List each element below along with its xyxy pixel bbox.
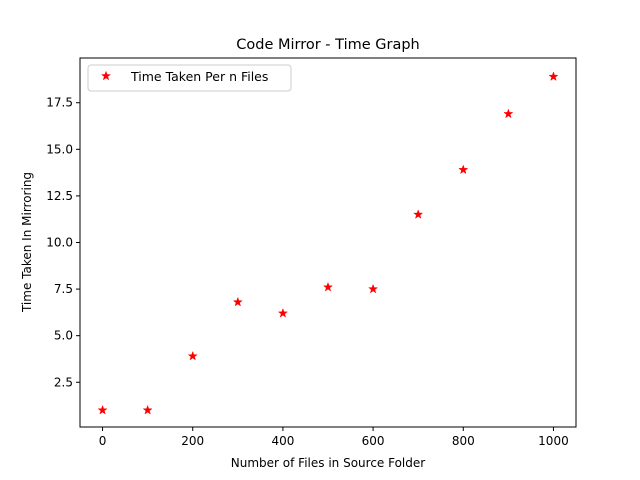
y-tick-label: 10.0 (46, 236, 73, 250)
x-tick-label: 600 (362, 434, 385, 448)
y-tick-label: 5.0 (54, 329, 73, 343)
x-axis: 0 200 400 600 800 1000 (99, 427, 569, 448)
y-tick-label: 15.0 (46, 142, 73, 156)
x-tick-label: 800 (452, 434, 475, 448)
data-point-200 (187, 350, 198, 361)
legend-star-icon (100, 70, 112, 81)
x-tick-label: 200 (181, 434, 204, 448)
y-axis: 2.5 5.0 7.5 10.0 12.5 15.0 17.5 (46, 96, 80, 389)
x-tick-label: 400 (271, 434, 294, 448)
y-tick-label: 12.5 (46, 189, 73, 203)
data-point-0 (97, 404, 108, 415)
data-point-600 (367, 283, 379, 294)
x-axis-title: Number of Files in Source Folder (231, 456, 425, 470)
y-axis-title: Time Taken In Mirroring (20, 172, 34, 313)
x-tick-label: 0 (99, 434, 107, 448)
legend-marker-star (100, 70, 112, 81)
y-tick-label: 2.5 (54, 375, 73, 389)
chart-title: Code Mirror - Time Graph (236, 37, 419, 53)
legend: Time Taken Per n Files (87, 64, 292, 92)
y-tick-label: 7.5 (54, 282, 73, 296)
data-point-900 (503, 108, 514, 119)
data-point-500 (322, 281, 334, 292)
y-tick-label: 17.5 (46, 96, 73, 110)
x-tick-label: 1000 (538, 434, 569, 448)
legend-box (87, 64, 292, 92)
data-point-700 (413, 209, 424, 219)
data-point-1000 (548, 71, 559, 81)
legend-label: Time Taken Per n Files (130, 69, 268, 84)
data-point-300 (232, 296, 243, 307)
data-point-100 (142, 404, 153, 415)
data-point-400 (277, 307, 289, 318)
data-point-800 (458, 164, 469, 175)
data-points (97, 71, 559, 415)
